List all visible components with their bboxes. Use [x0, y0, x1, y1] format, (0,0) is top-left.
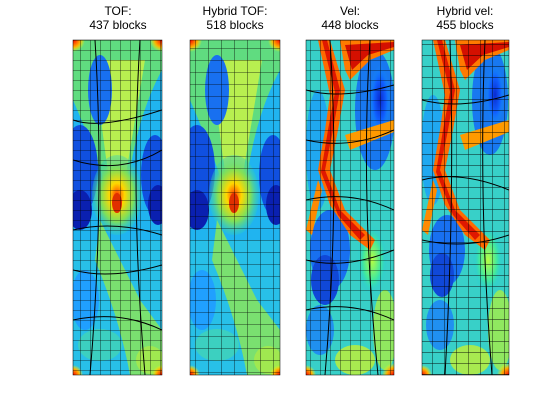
panel-tof-frame [72, 39, 163, 376]
panel-title-3: Vel: 448 blocks [321, 4, 378, 32]
panel-hybrid-vel-image [422, 40, 509, 375]
panel-title-1-line2: 437 blocks [89, 18, 146, 32]
panel-tof-image [73, 40, 162, 375]
panel-vel-frame [305, 39, 395, 376]
panel-title-3-line2: 448 blocks [321, 18, 378, 32]
panel-hybrid-tof-frame [189, 39, 281, 376]
panel-hybrid-vel-frame [421, 39, 510, 376]
panel-title-2: Hybrid TOF: 518 blocks [203, 4, 268, 32]
panel-title-2-line1: Hybrid TOF: [203, 4, 268, 18]
panel-title-1-line1: TOF: [104, 4, 131, 18]
panel-vel-image [306, 40, 394, 375]
panel-title-2-line2: 518 blocks [206, 18, 263, 32]
panel-title-4-line1: Hybrid vel: [437, 4, 494, 18]
panel-title-3-line1: Vel: [340, 4, 360, 18]
panel-title-4: Hybrid vel: 455 blocks [436, 4, 493, 32]
panel-hybrid-tof-image [190, 40, 280, 375]
panel-title-1: TOF: 437 blocks [89, 4, 146, 32]
panel-title-4-line2: 455 blocks [436, 18, 493, 32]
